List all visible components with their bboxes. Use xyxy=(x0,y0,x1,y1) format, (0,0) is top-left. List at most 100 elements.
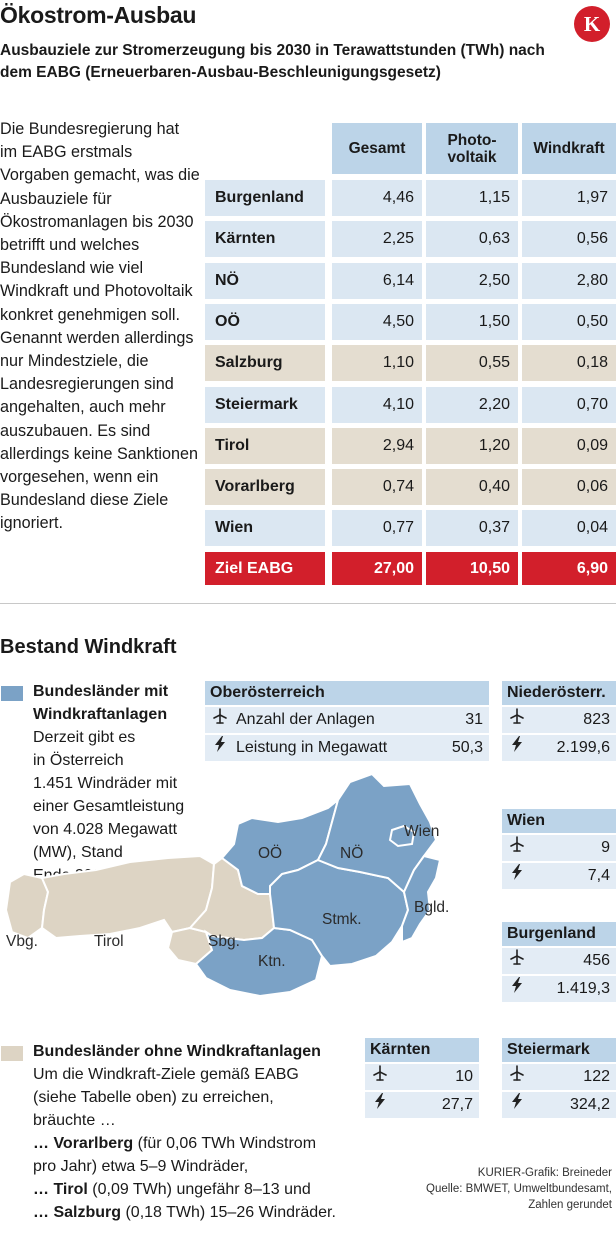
row-value-wind: 0,56 xyxy=(522,221,616,258)
wind-turbine-icon xyxy=(371,1064,389,1090)
box-row-anlagen: 122 xyxy=(502,1064,616,1090)
box-row-value: 31 xyxy=(465,711,483,728)
page-subtitle: Ausbauziele zur Stromerzeugung bis 2030 … xyxy=(0,42,545,81)
map-region-wien xyxy=(388,824,416,848)
box-row-anlagen: 823 xyxy=(502,707,616,733)
box-title: Steiermark xyxy=(502,1038,616,1062)
table-row: Kärnten 2,25 0,63 0,56 xyxy=(205,221,616,258)
item-region: … Salzburg xyxy=(33,1204,122,1221)
box-row-value: 2.199,6 xyxy=(556,739,610,756)
row-value-wind: 2,80 xyxy=(522,262,616,299)
lightning-icon xyxy=(508,1092,526,1118)
map-region-burgenland xyxy=(401,854,442,944)
table-row: Burgenland 4,46 1,15 1,97 xyxy=(205,180,616,216)
map-label-stmk: Stmk. xyxy=(322,911,362,928)
box-row-value: 456 xyxy=(583,952,610,969)
wind-turbine-icon xyxy=(508,835,526,861)
credit: KURIER-Grafik: Breineder Quelle: BMWET, … xyxy=(426,1165,612,1213)
section-divider xyxy=(0,603,616,604)
box-title: Oberösterreich xyxy=(205,681,489,705)
row-label: Salzburg xyxy=(205,345,325,382)
intro-text: Die Bundesregierung hat im EABG erstmals… xyxy=(0,120,200,533)
legend-with-line: 1.451 Windräder mit xyxy=(33,775,178,792)
box-row-leistung: 1.419,3 xyxy=(502,976,616,1002)
box-row-anlagen: 9 xyxy=(502,835,616,861)
box-row-leistung: 2.199,6 xyxy=(502,735,616,761)
row-value-gesamt: 0,74 xyxy=(332,469,422,506)
lightning-icon xyxy=(508,976,526,1002)
box-row-value: 27,7 xyxy=(441,1096,473,1113)
box-row-value: 9 xyxy=(601,839,610,856)
row-label: Steiermark xyxy=(205,386,325,423)
row-value-pv: 0,55 xyxy=(426,345,518,382)
map-label-ooe: OÖ xyxy=(258,844,282,862)
row-value-gesamt: 4,10 xyxy=(332,386,422,423)
row-value-pv: 0,37 xyxy=(426,510,518,547)
total-label: Ziel EABG xyxy=(205,551,325,585)
box-row-value: 50,3 xyxy=(451,739,483,756)
header-photovoltaik: Photo- voltaik xyxy=(426,123,518,174)
box-row-leistung: Leistung in Megawatt 50,3 xyxy=(205,735,489,761)
legend-with-title-1: Bundesländer mit xyxy=(33,683,169,700)
legend-without-item: … Vorarlberg (für 0,06 TWh Windstrom xyxy=(33,1132,363,1155)
lightning-icon xyxy=(371,1092,389,1118)
row-label: Tirol xyxy=(205,427,325,464)
row-value-wind: 0,09 xyxy=(522,427,616,464)
table-row: Vorarlberg 0,74 0,40 0,06 xyxy=(205,469,616,506)
box-title: Burgenland xyxy=(502,922,616,946)
wind-turbine-icon xyxy=(211,707,229,733)
row-value-pv: 0,63 xyxy=(426,221,518,258)
table-row: NÖ 6,14 2,50 2,80 xyxy=(205,262,616,299)
row-value-pv: 1,15 xyxy=(426,180,518,216)
map-label-bgld: Bgld. xyxy=(414,899,449,916)
row-value-gesamt: 6,14 xyxy=(332,262,422,299)
box-oberoesterreich: Oberösterreich Anzahl der Anlagen 31 Leistu… xyxy=(205,681,489,761)
row-label: Burgenland xyxy=(205,180,325,216)
box-title: Kärnten xyxy=(365,1038,479,1062)
map-label-vbg: Vbg. xyxy=(6,933,38,950)
wind-turbine-icon xyxy=(508,948,526,974)
item-text: (0,18 TWh) 15–26 Windräder. xyxy=(121,1204,336,1221)
box-row-label: Leistung in Megawatt xyxy=(236,739,388,756)
legend-with-line: Derzeit gibt es xyxy=(33,729,136,746)
box-row-value: 7,4 xyxy=(587,867,610,884)
legend-with-line: von 4.028 Megawatt xyxy=(33,821,178,838)
credit-line-3: Zahlen gerundet xyxy=(528,1199,612,1211)
row-value-gesamt: 0,77 xyxy=(332,510,422,547)
table-total-row: Ziel EABG 27,00 10,50 6,90 xyxy=(205,551,616,585)
row-label: Kärnten xyxy=(205,221,325,258)
box-row-leistung: 27,7 xyxy=(365,1092,479,1118)
table-row: Tirol 2,94 1,20 0,09 xyxy=(205,427,616,464)
credit-line-1: KURIER-Grafik: Breineder xyxy=(477,1167,612,1179)
box-row-anlagen: 456 xyxy=(502,948,616,974)
row-value-pv: 2,50 xyxy=(426,262,518,299)
header-gesamt: Gesamt xyxy=(332,123,422,174)
row-value-pv: 0,40 xyxy=(426,469,518,506)
box-title: Wien xyxy=(502,809,616,833)
legend-with-line: in Österreich xyxy=(33,752,124,769)
credit-line-2: Quelle: BMWET, Umweltbundesamt, xyxy=(426,1183,612,1195)
kurier-logo: K xyxy=(574,6,610,42)
header-windkraft: Windkraft xyxy=(522,123,616,174)
table-row: Steiermark 4,10 2,20 0,70 xyxy=(205,386,616,423)
legend-with-line: einer Gesamtleistung xyxy=(33,798,185,815)
lightning-icon xyxy=(211,735,229,761)
table-row: Salzburg 1,10 0,55 0,18 xyxy=(205,345,616,382)
box-row-anlagen: 10 xyxy=(365,1064,479,1090)
legend-with-line: (MW), Stand xyxy=(33,844,123,861)
box-steiermark: Steiermark 122 324,2 xyxy=(502,1038,616,1118)
row-value-wind: 0,18 xyxy=(522,345,616,382)
legend-without-line: (siehe Tabelle oben) zu erreichen, xyxy=(33,1089,274,1106)
item-text: (0,09 TWh) ungefähr 8–13 und xyxy=(87,1181,311,1198)
box-row-value: 324,2 xyxy=(569,1096,610,1113)
legend-without-item: … Salzburg (0,18 TWh) 15–26 Windräder. xyxy=(33,1201,363,1224)
row-value-gesamt: 4,50 xyxy=(332,303,422,340)
box-burgenland: Burgenland 456 1.419,3 xyxy=(502,922,616,1002)
item-region: … Vorarlberg xyxy=(33,1135,134,1152)
lightning-icon xyxy=(508,735,526,761)
map-region-tirol xyxy=(40,854,216,940)
map-label-sbg: Sbg. xyxy=(208,933,240,950)
legend-without-line: Um die Windkraft-Ziele gemäß EABG xyxy=(33,1066,299,1083)
item-text: pro Jahr) etwa 5–9 Windräder, xyxy=(33,1158,249,1175)
wind-turbine-icon xyxy=(508,1064,526,1090)
